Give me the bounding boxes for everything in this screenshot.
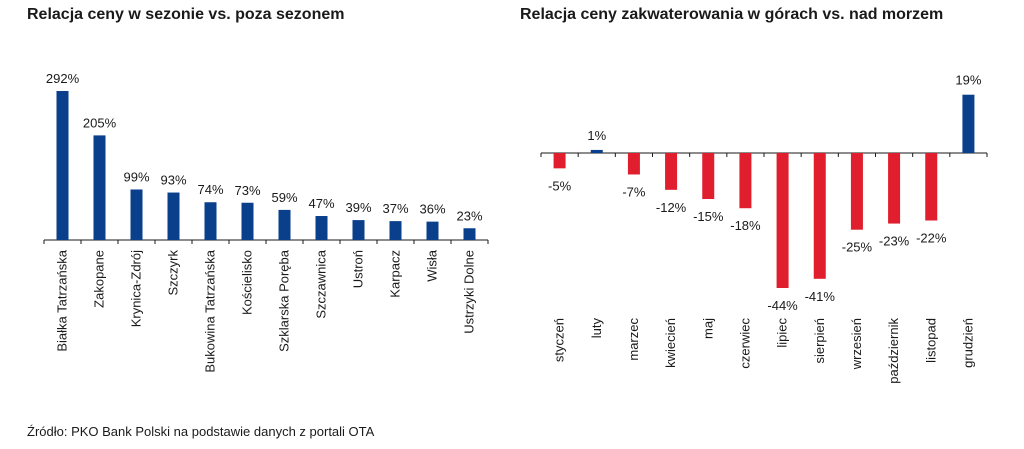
right-category-label: maj — [700, 318, 715, 339]
right-data-label: -7% — [622, 184, 646, 199]
left-category-label: Ustroń — [351, 250, 366, 288]
right-chart-title: Relacja ceny zakwaterowania w górach vs.… — [520, 6, 944, 23]
right-bar — [850, 153, 863, 230]
left-bar — [241, 202, 254, 240]
left-bar — [315, 216, 328, 240]
left-category-label: Krynica-Zdrój — [129, 250, 144, 327]
right-data-label: -12% — [656, 200, 687, 215]
left-data-label: 39% — [345, 200, 371, 215]
left-bar — [426, 221, 439, 240]
right-bar — [665, 153, 678, 190]
left-data-label: 47% — [308, 196, 334, 211]
left-category-label: Bukowina Tatrzańska — [203, 249, 218, 372]
right-category-label: styczeń — [552, 318, 567, 362]
left-category-label: Kościelisko — [240, 250, 255, 315]
right-data-label: -44% — [767, 298, 798, 313]
right-data-label: -15% — [693, 209, 724, 224]
right-data-label: 19% — [955, 73, 981, 88]
left-category-label: Szczawnica — [314, 249, 329, 318]
right-bar — [553, 153, 566, 169]
left-data-label: 23% — [456, 208, 482, 223]
left-data-label: 73% — [234, 183, 260, 198]
left-bar — [204, 202, 217, 240]
right-category-label: lipiec — [775, 318, 790, 348]
right-data-label: 1% — [587, 128, 606, 143]
left-data-label: 36% — [419, 202, 445, 217]
left-chart-title: Relacja ceny w sezonie vs. poza sezonem — [27, 6, 345, 23]
right-category-label: kwiecień — [663, 318, 678, 368]
left-bar — [278, 209, 291, 240]
right-bar — [590, 149, 603, 153]
right-category-label: październik — [886, 318, 901, 384]
left-data-label: 99% — [123, 169, 149, 184]
source-note: Źródło: PKO Bank Polski na podstawie dan… — [27, 424, 375, 439]
left-category-label: Wisła — [425, 249, 440, 282]
left-data-label: 74% — [197, 182, 223, 197]
left-data-label: 93% — [160, 173, 186, 188]
left-category-label: Szczyrk — [166, 250, 181, 296]
right-bar — [888, 153, 901, 224]
left-bar — [352, 220, 365, 240]
right-data-label: -22% — [916, 231, 947, 246]
right-bar — [925, 153, 938, 221]
left-category-label: Zakopane — [92, 250, 107, 308]
right-bar — [962, 94, 975, 153]
left-category-label: Ustrzyki Dolne — [462, 250, 477, 334]
right-bar — [739, 153, 752, 209]
left-bar — [93, 135, 106, 240]
left-bar — [56, 91, 69, 240]
right-category-label: marzec — [626, 318, 641, 361]
right-bar — [627, 153, 640, 175]
left-bar — [167, 192, 180, 240]
left-data-label: 37% — [382, 201, 408, 216]
left-bar — [389, 221, 402, 240]
right-category-label: listopad — [923, 318, 938, 363]
right-data-label: -23% — [879, 234, 910, 249]
right-category-label: sierpień — [812, 318, 827, 364]
right-category-label: wrzesień — [849, 318, 864, 370]
right-data-label: -18% — [730, 218, 761, 233]
left-data-label: 292% — [46, 71, 80, 86]
left-category-label: Karpacz — [388, 250, 403, 298]
left-category-label: Białka Tatrzańska — [55, 249, 70, 351]
right-bar — [776, 153, 789, 288]
left-bar — [130, 189, 143, 240]
right-bar — [702, 153, 715, 200]
left-category-label: Szklarska Poręba — [277, 249, 292, 352]
right-category-label: czerwiec — [737, 318, 752, 369]
left-data-label: 205% — [83, 115, 117, 130]
right-bar — [813, 153, 826, 279]
right-category-label: luty — [589, 318, 604, 339]
right-data-label: -25% — [842, 240, 873, 255]
right-category-label: grudzień — [960, 318, 975, 368]
right-data-label: -41% — [805, 289, 836, 304]
left-data-label: 59% — [271, 190, 297, 205]
right-data-label: -5% — [548, 178, 572, 193]
left-bar — [463, 228, 476, 240]
